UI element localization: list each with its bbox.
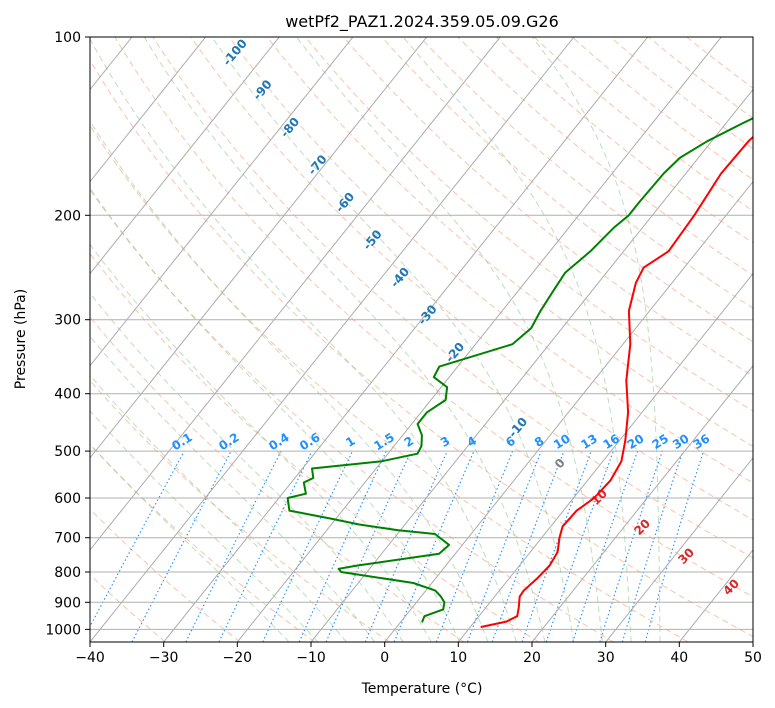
isotherm-line <box>457 272 753 642</box>
isobar-gridlines <box>90 37 753 630</box>
y-tick-label: 700 <box>54 531 81 547</box>
isotherm-line <box>236 37 722 642</box>
mixing-ratio-line <box>572 450 639 642</box>
y-tick-label: 500 <box>54 444 81 460</box>
mixing-ratio-line <box>435 450 514 642</box>
x-tick-label: 10 <box>449 650 467 666</box>
y-tick-label: 400 <box>54 387 81 403</box>
isotherm-line <box>605 457 753 642</box>
dry-adiabat-line <box>90 316 465 642</box>
dry-adiabat-line <box>533 37 753 212</box>
x-tick-label: −40 <box>75 650 105 666</box>
mixing-ratio-line <box>364 450 448 642</box>
moist-adiabat-line <box>90 335 376 642</box>
moist-adiabat-line <box>90 443 290 642</box>
dry-adiabat-line <box>90 124 689 642</box>
y-tick-label: 1000 <box>45 622 81 638</box>
mixing-ratio-line <box>185 450 282 642</box>
y-tick-label: 100 <box>54 30 81 46</box>
isotherm-line <box>90 37 501 551</box>
moist-adiabat-line <box>90 38 517 642</box>
isotherm-line <box>384 180 753 642</box>
y-axis-ticks: 100 200 300 400 500 600 700 800 900 1000 <box>45 30 90 638</box>
temperature-profile-line <box>480 135 753 628</box>
x-tick-label: 20 <box>523 650 541 666</box>
isotherm-line <box>531 364 753 642</box>
isotherm-line <box>90 37 354 367</box>
x-tick-label: −30 <box>149 650 179 666</box>
dewpoint-profile-line <box>286 117 753 623</box>
dry-adiabat-line <box>90 443 315 642</box>
mixing-ratio-line <box>599 450 663 642</box>
isotherm-line <box>90 37 428 459</box>
x-axis-label: Temperature (°C) <box>361 681 483 697</box>
moist-adiabat-line <box>402 37 632 642</box>
x-tick-label: 0 <box>380 650 389 666</box>
moist-adiabat-line <box>90 292 404 642</box>
moist-adiabat-line <box>296 37 603 642</box>
y-tick-label: 800 <box>54 565 81 581</box>
y-tick-label: 300 <box>54 313 81 329</box>
y-tick-label: 600 <box>54 491 81 507</box>
moist-adiabat-line <box>211 37 575 642</box>
mixing-ratio-line <box>521 450 592 642</box>
dry-adiabat-line <box>152 37 753 559</box>
mixing-ratio-line <box>90 450 185 628</box>
moist-adiabat-line <box>90 187 461 642</box>
isotherm-line <box>163 37 649 642</box>
mixing-ratio-line <box>491 450 565 642</box>
y-tick-label: 200 <box>54 208 81 224</box>
moist-adiabats <box>90 37 661 642</box>
mixing-ratio-line <box>466 450 542 642</box>
dry-adiabat-line <box>228 37 753 484</box>
moist-adiabat-line <box>90 120 489 642</box>
dry-adiabat-line <box>343 37 753 377</box>
x-axis-ticks: −40 −30 −20 −10 0 10 20 30 40 50 <box>75 642 762 666</box>
mixing-ratio-line <box>325 450 412 642</box>
x-tick-label: 40 <box>670 650 688 666</box>
x-tick-label: 50 <box>744 650 762 666</box>
x-tick-label: −20 <box>223 650 253 666</box>
x-tick-label: −10 <box>296 650 326 666</box>
dry-adiabat-line <box>190 37 753 521</box>
dry-adiabat-line <box>90 252 540 642</box>
mixing-ratio-line <box>621 450 684 642</box>
chart-title: wetPf2_PAZ1.2024.359.05.09.G26 <box>285 12 559 32</box>
dry-adiabat-line <box>90 508 241 642</box>
skewed-isotherms <box>90 37 753 642</box>
y-axis-label: Pressure (hPa) <box>13 289 29 389</box>
y-tick-label: 900 <box>54 595 81 611</box>
isotherm-line <box>90 37 207 183</box>
plot-frame <box>89 36 754 643</box>
moist-adiabat-line <box>531 37 661 642</box>
isotherm-line <box>90 37 280 275</box>
dry-adiabat-line <box>381 37 753 343</box>
dry-adiabat-line <box>495 37 753 244</box>
profile-series <box>286 117 753 628</box>
dry-adiabat-line <box>90 189 614 642</box>
moist-adiabat-line <box>90 374 347 642</box>
dry-adiabat-line <box>114 37 753 598</box>
x-tick-label: 30 <box>597 650 615 666</box>
isotherm-line <box>90 37 575 642</box>
moist-adiabat-line <box>143 37 546 642</box>
dry-adiabat-line <box>305 37 753 412</box>
